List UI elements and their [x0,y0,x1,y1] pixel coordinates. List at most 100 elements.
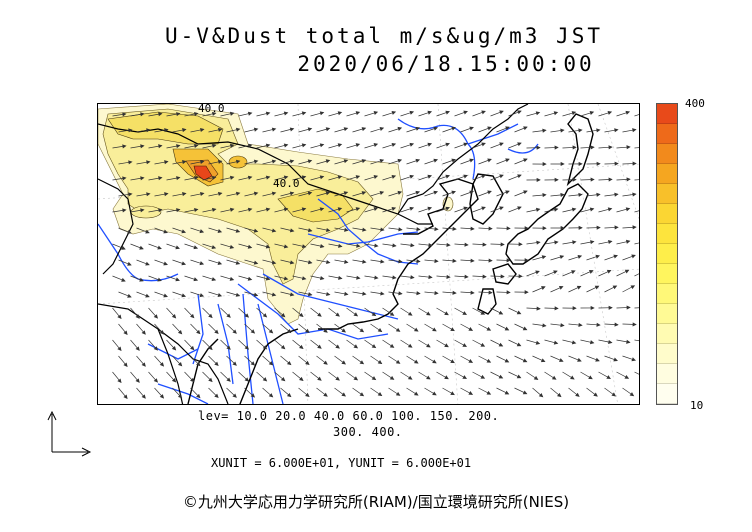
wind-arrow-head [335,312,340,317]
wind-arrow-head [182,128,187,133]
wind-arrow-head [235,191,241,196]
wind-arrow-head [335,344,340,349]
wind-arrow-head [325,159,331,164]
wind-arrow-head [289,292,295,297]
wind-arrow-head [229,175,235,180]
wind-arrow-head [268,361,274,366]
contour-label-north: 40.0 [198,104,225,115]
wind-arrow-head [522,390,528,395]
wind-arrow-head [164,192,169,197]
wind-arrow-head [446,274,451,279]
wind-arrow-head [265,143,271,148]
wind-arrow-head [499,110,504,115]
wind-arrow-head [307,292,313,297]
wind-arrow-head [391,206,397,211]
wind-arrow-head [613,357,618,362]
wind-arrow-head [414,327,419,332]
chart-title-line1: U-V&Dust total m/s&ug/m3 JST [164,24,603,48]
wind-arrow-head [199,261,205,266]
wind-arrow-head [500,242,505,247]
wind-arrow-head [505,126,510,131]
wind-arrow-head [505,158,510,163]
wind-arrow-head [299,312,304,318]
wind-arrow-head [595,254,601,259]
wind-arrow-head [481,110,486,115]
wind-arrow-head [159,330,165,335]
wind-arrow-head [153,314,158,319]
wind-arrow-head [589,111,595,115]
wind-arrow-head [395,327,401,332]
wind-arrow-head [416,227,421,232]
wind-arrow-head [606,375,611,379]
wind-arrow-head [212,143,217,148]
wind-arrow-head [517,110,522,115]
wind-arrow-head [194,143,199,149]
wind-arrow-head [414,359,419,364]
wind-arrow-head [536,240,541,245]
wind-arrow-head [301,111,307,116]
wind-arrow-head [158,112,163,117]
wind-arrow-head [232,329,237,334]
wind-arrow-head [533,375,539,380]
wind-arrow-head [487,158,492,163]
wind-arrow-head [523,190,528,195]
wind-arrow-head [542,162,547,167]
wind-arrow-head [123,394,128,399]
wind-arrow-head [397,158,403,163]
wind-arrow-head [171,378,177,383]
wind-arrow-head [608,177,613,182]
wind-arrow-head [614,128,619,133]
wind-arrow-head [145,229,150,234]
wind-arrow-head [265,111,271,116]
wind-arrow-head [540,358,546,363]
wind-arrow-head [428,243,433,248]
wind-arrow-head [194,175,199,181]
wind-arrow [634,273,639,277]
wind-arrow-head [407,375,413,380]
wind-arrow-head [516,374,522,379]
wind-arrow-head [450,327,455,332]
colorbar-band [657,224,677,244]
wind-arrow-head [536,177,541,182]
wind-arrow-head [217,159,223,164]
wind-arrow-head [280,313,286,318]
colorbar-band [657,304,677,324]
wind-arrow-head [427,174,433,179]
wind-arrow-head [559,358,564,362]
wind-arrow-head [373,207,379,212]
wind-arrow-head [557,392,562,398]
wind-arrow-head [163,229,168,234]
wind-arrow-head [631,357,637,362]
wind-arrow [634,179,639,181]
wind-arrow-head [326,227,331,233]
dust-concentration-layer [98,104,454,325]
wind-arrow-head [498,342,504,347]
wind-arrow-head [283,244,289,249]
wind-arrow-head [445,142,450,147]
wind-arrow-head [158,208,163,213]
wind-arrow-head [235,127,241,132]
wind-arrow-head [217,191,223,196]
wind-arrow-head [247,276,253,281]
dust-contour-200 [193,165,213,181]
wind-arrow-head [415,190,421,195]
wind-arrow-head [283,111,289,116]
wind-arrow-head [560,323,565,328]
wind-arrow-head [235,159,241,164]
wind-arrow-head [229,143,235,148]
wind-arrow-head [614,161,619,166]
wind-arrow-head [271,292,277,297]
colorbar-band [657,164,677,184]
wind-arrow-head [560,192,565,198]
wind-arrow-head [194,111,199,117]
wind-arrow-head [614,192,619,197]
wind-arrow-head [559,255,565,260]
colorbar-band [657,244,677,264]
wind-arrow-head [541,286,546,290]
wind-arrow-head [271,228,277,233]
wind-arrow-head [374,275,379,280]
wind-arrow-head [560,225,565,231]
wind-arrow-head [182,160,187,165]
wind-arrow-head [214,329,219,335]
wind-arrow-head [518,274,523,279]
